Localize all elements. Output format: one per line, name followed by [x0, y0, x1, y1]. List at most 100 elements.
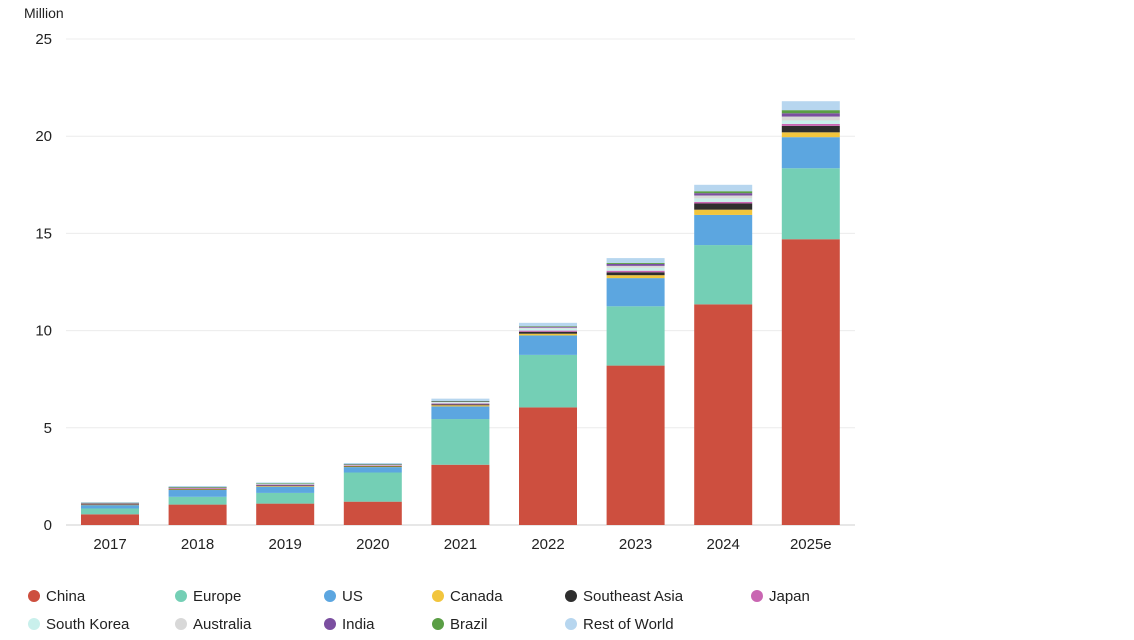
legend-label: South Korea	[46, 615, 130, 633]
bar-segment-japan-2023	[606, 270, 665, 273]
bars	[81, 101, 840, 526]
y-tick-label: 10	[35, 323, 52, 340]
y-axis-unit-label: Million	[24, 5, 64, 21]
legend-item-brazil: Brazil	[432, 614, 488, 634]
bar-segment-australia-2024	[694, 195, 753, 199]
bar-segment-japan-2020	[343, 465, 402, 466]
legend-swatch	[432, 618, 444, 630]
bar-segment-us-2023	[606, 278, 665, 307]
legend-item-india: India	[324, 614, 375, 634]
x-tick-label: 2022	[531, 536, 564, 553]
bar-segment-australia-2021	[431, 401, 490, 403]
bar-segment-china-2024	[694, 304, 753, 525]
legend-swatch	[565, 590, 577, 602]
bar-segment-china-2023	[606, 365, 665, 525]
bar-segment-canada-2017	[81, 504, 139, 506]
bar-segment-southeast-asia-2020	[343, 465, 402, 467]
legend-label: Brazil	[450, 615, 488, 633]
bar-segment-brazil-2021	[431, 400, 490, 402]
legend-label: China	[46, 587, 86, 605]
bar-segment-us-2018	[168, 490, 227, 497]
bar-segment-europe-2022	[519, 354, 577, 408]
bar-segment-canada-2021	[431, 405, 490, 407]
legend-label: Southeast Asia	[583, 587, 684, 605]
bar-segment-southeast-asia-2021	[431, 404, 490, 406]
x-tick-label: 2021	[444, 536, 477, 553]
legend-label: India	[342, 615, 375, 633]
bar-segment-rest-of-world-2025e	[781, 101, 840, 111]
legend-label: Canada	[450, 587, 503, 605]
bar-segment-southeast-asia-2024	[694, 203, 753, 210]
bar-segment-india-2024	[694, 193, 753, 196]
legend-item-china: China	[28, 586, 85, 606]
bar-segment-india-2022	[519, 326, 577, 328]
legend-swatch	[565, 618, 577, 630]
bar-segment-canada-2023	[606, 275, 665, 279]
bar-segment-us-2025e	[781, 137, 840, 169]
bar-segment-brazil-2022	[519, 326, 577, 327]
bar-segment-europe-2018	[168, 496, 227, 505]
y-tick-label: 15	[35, 225, 52, 242]
bar-segment-rest-of-world-2022	[519, 322, 577, 327]
bar-segment-southeast-asia-2019	[256, 485, 315, 487]
legend-swatch	[175, 618, 187, 630]
bar-segment-australia-2023	[606, 265, 665, 268]
bar-segment-us-2022	[519, 335, 577, 355]
bar-segment-china-2018	[168, 504, 227, 525]
bar-segment-canada-2022	[519, 333, 577, 336]
bar-segment-india-2023	[606, 263, 665, 266]
bar-segment-us-2024	[694, 214, 753, 246]
bar-segment-canada-2018	[168, 489, 227, 491]
bar-segment-canada-2024	[694, 209, 753, 215]
bar-segment-europe-2021	[431, 419, 490, 465]
legend-item-us: US	[324, 586, 363, 606]
bar-segment-india-2025e	[781, 113, 840, 117]
bar-segment-southeast-asia-2025e	[781, 125, 840, 133]
bar-segment-southeast-asia-2022	[519, 331, 577, 334]
bar-segment-rest-of-world-2020	[343, 462, 402, 465]
legend-item-canada: Canada	[432, 586, 503, 606]
x-tick-label: 2018	[181, 536, 214, 553]
x-tick-label: 2019	[269, 536, 302, 553]
bar-segment-south-korea-2024	[694, 198, 753, 202]
bar-segment-brazil-2025e	[781, 110, 840, 114]
bar-segment-japan-2024	[694, 201, 753, 204]
bar-segment-us-2021	[431, 406, 490, 420]
legend-label: Europe	[193, 587, 242, 605]
legend-swatch	[28, 618, 40, 630]
bar-segment-japan-2021	[431, 403, 490, 405]
x-tick-label: 2025e	[790, 536, 832, 553]
bar-segment-china-2021	[431, 464, 490, 525]
legend-item-south-korea: South Korea	[28, 614, 129, 634]
bar-segment-south-korea-2023	[606, 267, 665, 271]
y-tick-label: 0	[44, 517, 52, 534]
bar-segment-india-2021	[431, 401, 490, 402]
bar-segment-japan-2022	[519, 330, 577, 332]
bar-segment-china-2020	[343, 501, 402, 525]
bar-segment-rest-of-world-2024	[694, 184, 753, 192]
legend-item-australia: Australia	[175, 614, 251, 634]
bar-segment-rest-of-world-2018	[168, 486, 227, 487]
bar-segment-china-2022	[519, 407, 577, 525]
bar-segment-australia-2022	[519, 327, 577, 329]
bar-segment-europe-2019	[256, 492, 315, 504]
bar-segment-rest-of-world-2019	[256, 482, 315, 484]
legend-swatch	[751, 590, 763, 602]
bar-segment-rest-of-world-2017	[81, 502, 139, 503]
legend-label: US	[342, 587, 363, 605]
legend-item-southeast-asia: Southeast Asia	[565, 586, 683, 606]
bar-segment-brazil-2024	[694, 191, 753, 194]
bar-segment-southeast-asia-2018	[168, 488, 227, 490]
y-axis-ticks: 0 5 10 15 20 25	[35, 31, 52, 534]
bar-segment-japan-2025e	[781, 123, 840, 126]
bar-segment-south-korea-2021	[431, 402, 490, 404]
bar-segment-brazil-2023	[606, 262, 665, 264]
legend-item-europe: Europe	[175, 586, 241, 606]
bar-segment-china-2025e	[781, 239, 840, 526]
bar-segment-canada-2019	[256, 486, 315, 487]
bar-segment-us-2020	[343, 467, 402, 473]
legend-label: Australia	[193, 615, 252, 633]
bar-segment-europe-2020	[343, 472, 402, 502]
x-tick-label: 2023	[619, 536, 652, 553]
